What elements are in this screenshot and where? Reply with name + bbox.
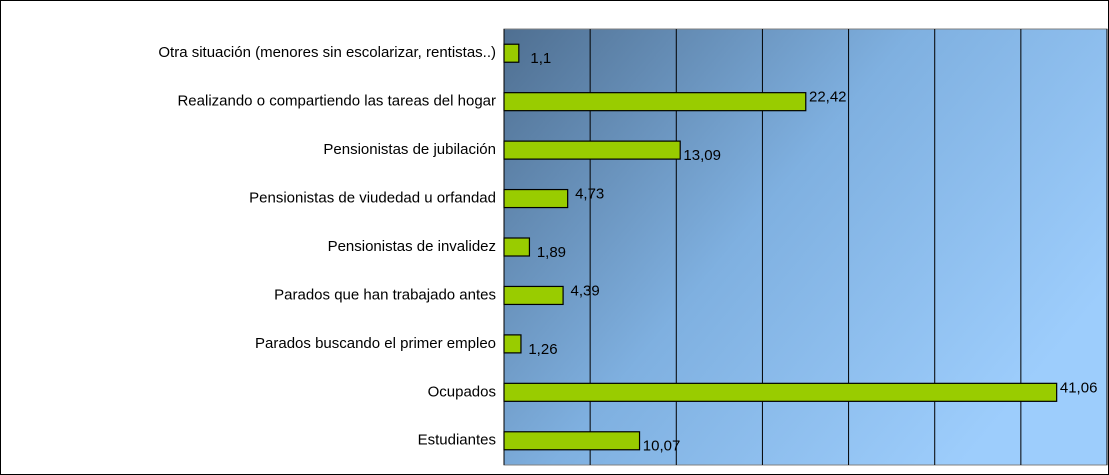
bar [503,431,641,451]
bar [503,43,520,63]
value-label: 10,07 [643,438,681,455]
bar [503,188,569,209]
value-label: 1,89 [537,244,566,261]
bar [503,334,522,354]
value-label: 22,42 [809,89,847,106]
category-label: Parados que han trabajado antes [274,286,496,303]
category-label: Estudiantes [418,432,496,449]
value-label: 4,39 [570,282,599,299]
category-label: Parados buscando el primer empleo [255,335,496,352]
bar [503,92,807,112]
category-label: Ocupados [428,383,496,400]
value-label: 4,73 [575,186,604,203]
value-label: 1,26 [528,341,557,358]
category-label: Otra situación (menores sin escolarizar,… [158,44,496,61]
value-label: 1,1 [530,50,551,67]
bar [503,285,564,306]
bar [503,140,681,160]
category-label: Pensionistas de viudedad u orfandad [249,190,496,207]
bar [503,237,531,257]
category-label: Pensionistas de invalidez [328,238,496,255]
category-label: Pensionistas de jubilación [323,141,496,158]
bar [503,382,1058,402]
value-label: 41,06 [1060,379,1098,396]
category-label: Realizando o compartiendo las tareas del… [177,93,496,110]
value-label: 13,09 [683,147,721,164]
